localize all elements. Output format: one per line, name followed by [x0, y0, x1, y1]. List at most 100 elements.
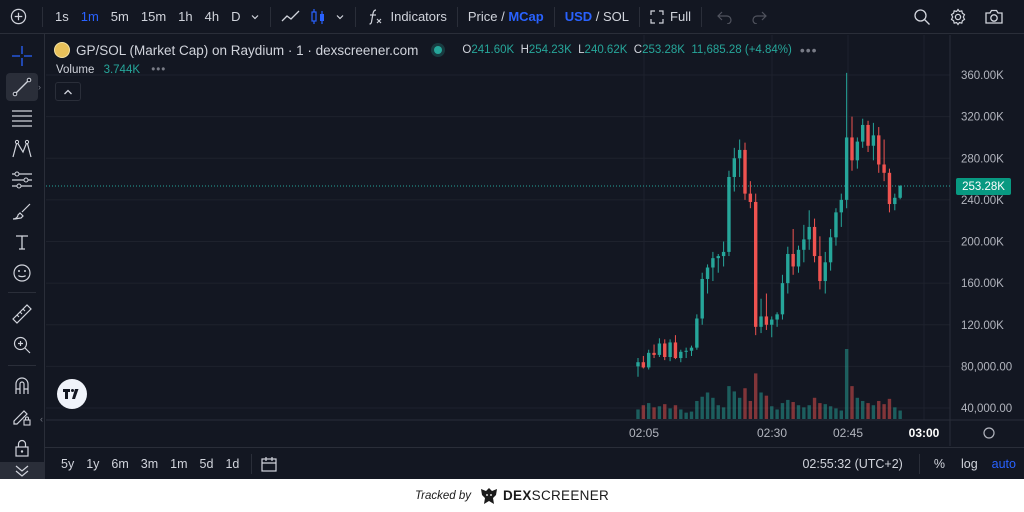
- pattern-tool[interactable]: [6, 135, 38, 163]
- lock-drawings-tool[interactable]: [6, 403, 38, 431]
- divider: [553, 6, 555, 27]
- interval-4h-button[interactable]: 4h: [204, 9, 220, 24]
- more-tools-arrow-icon[interactable]: ›: [38, 82, 41, 92]
- line-chart-type-button[interactable]: [277, 0, 305, 33]
- volume-bar: [641, 405, 646, 419]
- collapse-legend-button[interactable]: [55, 82, 81, 101]
- volume-bar: [636, 409, 640, 419]
- range-1d-button[interactable]: 1d: [225, 457, 240, 471]
- candle-body: [737, 149, 742, 159]
- quick-search-button[interactable]: [904, 0, 940, 33]
- price-separator: /: [497, 9, 509, 24]
- dexscreener-brand[interactable]: DEXSCREENER: [503, 488, 609, 503]
- price-mcap-toggle[interactable]: Price / MCap: [464, 0, 548, 33]
- price-axis-tick: 200.00K: [961, 237, 1004, 249]
- crosshair-tool[interactable]: [6, 42, 38, 70]
- range-5y-button[interactable]: 5y: [61, 457, 75, 471]
- ohlc-values: O241.60K H254.23K L240.62K C253.28K 11,6…: [462, 44, 791, 56]
- time-axis-tick: 03:00: [909, 426, 940, 440]
- chart-type-dropdown-button[interactable]: [331, 0, 349, 33]
- volume-bar: [657, 406, 662, 419]
- interval-d-button[interactable]: D: [231, 9, 241, 24]
- undo-button[interactable]: [708, 0, 742, 33]
- volume-bar: [780, 403, 785, 419]
- candle-body: [877, 135, 881, 165]
- range-3m-button[interactable]: 3m: [140, 457, 159, 471]
- legend-more-icon[interactable]: •••: [799, 42, 818, 58]
- candle-body: [695, 318, 699, 348]
- interval-1h-button[interactable]: 1h: [178, 9, 193, 24]
- close-value: 253.28K: [642, 44, 685, 56]
- fib-tool[interactable]: [6, 104, 38, 132]
- add-symbol-button[interactable]: [0, 0, 36, 33]
- price-chart[interactable]: 360.00K 320.00K 280.00K 240.00K 200.00K 160.0…: [45, 34, 1024, 446]
- lock-tool[interactable]: [6, 434, 38, 462]
- close-key: C: [633, 44, 643, 56]
- candles-chart-type-button[interactable]: [305, 0, 331, 33]
- forecast-tool[interactable]: [6, 166, 38, 194]
- interval-dropdown-button[interactable]: [246, 0, 264, 33]
- volume-bar: [844, 349, 849, 419]
- volume-value: 3.744K: [103, 64, 141, 76]
- indicators-label: Indicators: [390, 9, 447, 24]
- time-axis-tick: 02:45: [833, 426, 863, 440]
- text-tool[interactable]: [6, 228, 38, 256]
- candle-body: [855, 141, 860, 161]
- redo-button[interactable]: [742, 0, 776, 33]
- range-group: 5y 1y 6m 3m 1m 5d 1d: [55, 457, 245, 471]
- divider: [270, 6, 272, 27]
- candle-body: [721, 251, 726, 257]
- candle-body: [780, 283, 785, 315]
- trend-line-tool[interactable]: [6, 73, 38, 101]
- range-1y-button[interactable]: 1y: [86, 457, 100, 471]
- interval-1m-button[interactable]: 1m: [80, 9, 99, 24]
- sol-label: / SOL: [592, 9, 630, 24]
- price-label: Price: [467, 9, 498, 24]
- log-scale-toggle[interactable]: log: [960, 457, 978, 471]
- volume-bar: [834, 408, 838, 419]
- price-axis-tick: 280.00K: [961, 153, 1004, 165]
- volume-bar: [673, 405, 678, 419]
- range-6m-button[interactable]: 6m: [111, 457, 129, 471]
- emoji-tool[interactable]: [6, 259, 38, 287]
- clock-timezone[interactable]: 02:55:32 (UTC+2): [802, 457, 903, 471]
- price-axis-tick: 40,000.00: [961, 403, 1012, 415]
- magnet-tool[interactable]: [6, 372, 38, 400]
- volume-bar: [796, 405, 801, 419]
- fullscreen-button[interactable]: Full: [646, 0, 695, 33]
- goto-date-button[interactable]: [258, 455, 280, 473]
- collapse-arrow-icon[interactable]: ‹: [40, 414, 43, 424]
- interval-15m-button[interactable]: 15m: [140, 9, 167, 24]
- tradingview-logo[interactable]: [57, 379, 87, 409]
- percent-scale-toggle[interactable]: %: [933, 457, 945, 471]
- usd-sol-toggle[interactable]: USD / SOL: [561, 0, 633, 33]
- auto-scale-toggle[interactable]: auto: [991, 457, 1016, 471]
- expand-toolbar-button[interactable]: [0, 462, 44, 479]
- ruler-tool[interactable]: [6, 300, 38, 328]
- undo-icon: [717, 11, 732, 24]
- range-1m-button[interactable]: 1m: [170, 457, 188, 471]
- interval-1s-button[interactable]: 1s: [55, 9, 69, 24]
- volume-more-icon[interactable]: •••: [151, 64, 167, 76]
- low-value: 240.62K: [584, 44, 628, 56]
- volume-bar: [861, 400, 865, 419]
- settings-button[interactable]: [940, 0, 976, 33]
- axis-settings-icon[interactable]: [983, 427, 995, 439]
- indicators-button[interactable]: Indicators: [362, 0, 450, 33]
- change-value: 11,685.28 (+4.84%): [691, 44, 792, 56]
- divider: [456, 6, 458, 27]
- volume-bar: [689, 411, 694, 419]
- divider: [918, 454, 920, 474]
- zoom-in-tool[interactable]: [6, 331, 38, 359]
- range-5d-button[interactable]: 5d: [199, 457, 214, 471]
- candle-body: [727, 176, 731, 252]
- volume-bar: [663, 404, 667, 419]
- ruler-icon: [12, 304, 32, 324]
- brush-tool[interactable]: [6, 197, 38, 225]
- snapshot-button[interactable]: [976, 0, 1012, 33]
- symbol-legend: GP/SOL (Market Cap) on Raydium · 1 · dex…: [54, 42, 818, 58]
- usd-label: USD: [564, 9, 593, 24]
- volume-bar: [764, 395, 769, 419]
- interval-5m-button[interactable]: 5m: [110, 9, 129, 24]
- candle-body: [748, 193, 753, 202]
